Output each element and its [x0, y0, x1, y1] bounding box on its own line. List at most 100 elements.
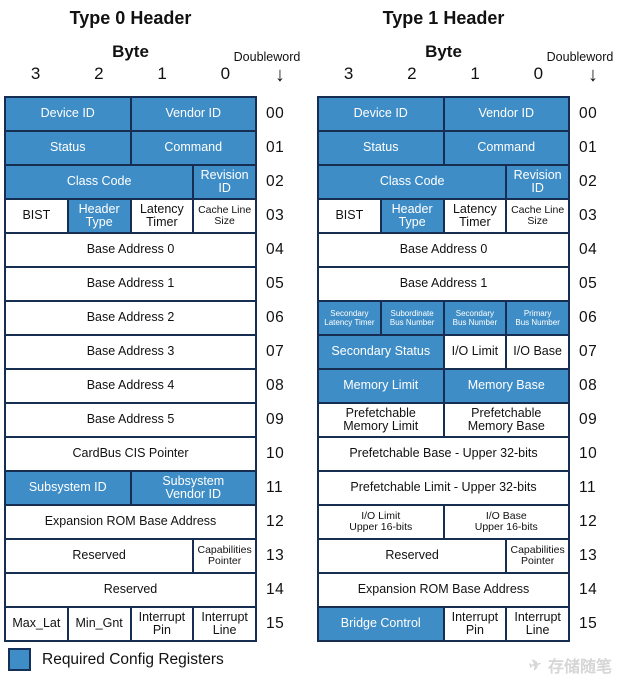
- down-arrow-icon: ↓: [588, 64, 598, 86]
- doubleword-number: 00: [266, 105, 285, 122]
- type0-register-grid: Device ID Vendor ID Status Command Class Cod…: [4, 96, 257, 642]
- doubleword-number: 00: [579, 105, 598, 122]
- doubleword-number: 04: [266, 241, 285, 258]
- register-cell: Header Type: [68, 200, 130, 232]
- doubleword-number: 12: [579, 513, 598, 530]
- doubleword-number: 13: [579, 547, 598, 564]
- register-cell: Min_Gnt: [68, 608, 130, 640]
- register-cell: Base Address 0: [6, 234, 255, 266]
- register-cell: Interrupt Pin: [131, 608, 193, 640]
- register-cell: Revision ID: [194, 166, 255, 198]
- register-cell: Base Address 4: [6, 370, 255, 402]
- register-cell: Device ID: [6, 98, 130, 130]
- register-cell: Base Address 2: [6, 302, 255, 334]
- register-cell: Expansion ROM Base Address: [6, 506, 255, 538]
- register-cell: I/O Base Upper 16-bits: [444, 506, 568, 538]
- register-cell: Command: [131, 132, 255, 164]
- required-config-swatch-icon: [8, 648, 31, 671]
- register-cell: Class Code: [6, 166, 193, 198]
- legend: Required Config Registers: [8, 648, 224, 671]
- register-cell: Max_Lat: [6, 608, 67, 640]
- byte-number-0: 0: [220, 64, 231, 83]
- register-cell: Base Address 1: [319, 268, 568, 300]
- register-cell: Primary Bus Number: [507, 302, 568, 334]
- byte-number-2: 2: [94, 64, 104, 83]
- type1-byte-numbers: 3 2 1 0: [317, 64, 570, 84]
- type1-doubleword-label: Doubleword: [546, 50, 614, 64]
- register-cell: Interrupt Line: [194, 608, 255, 640]
- register-cell: Latency Timer: [444, 200, 506, 232]
- type1-register-grid: Device ID Vendor ID Status Command Class Cod…: [317, 96, 570, 642]
- register-cell: Subordinate Bus Number: [381, 302, 443, 334]
- register-cell: BIST: [319, 200, 380, 232]
- register-cell: Cache Line Size: [507, 200, 568, 232]
- doubleword-number: 09: [266, 411, 285, 428]
- doubleword-number: 15: [266, 615, 285, 632]
- type0-doubleword-column: 00 01 02 03 04 05 06 07 08 09 10 11 12 13 14 15: [266, 96, 300, 642]
- doubleword-number: 08: [266, 377, 285, 394]
- type0-register-table: Device ID Vendor ID Status Command Class Cod…: [4, 96, 300, 642]
- register-cell: Latency Timer: [131, 200, 193, 232]
- register-cell: Reserved: [6, 574, 255, 606]
- byte-number-3: 3: [30, 64, 41, 83]
- register-cell: Vendor ID: [444, 98, 568, 130]
- doubleword-number: 08: [579, 377, 598, 394]
- byte-number-2: 2: [407, 64, 417, 83]
- doubleword-number: 15: [579, 615, 598, 632]
- register-cell: CardBus CIS Pointer: [6, 438, 255, 470]
- watermark: ✈ 存储随笔: [527, 653, 612, 677]
- register-cell: Base Address 1: [6, 268, 255, 300]
- register-cell: Base Address 5: [6, 404, 255, 436]
- type1-byte-label: Byte: [425, 42, 462, 61]
- register-cell: Base Address 3: [6, 336, 255, 368]
- register-cell: Prefetchable Base - Upper 32-bits: [319, 438, 568, 470]
- register-cell: Memory Base: [444, 370, 568, 402]
- doubleword-number: 03: [579, 207, 598, 224]
- type0-doubleword-label: Doubleword: [233, 50, 301, 64]
- byte-number-1: 1: [470, 64, 480, 83]
- register-cell: Prefetchable Memory Base: [444, 404, 568, 436]
- register-cell: Secondary Latency Timer: [319, 302, 380, 334]
- paper-plane-icon: ✈: [527, 655, 544, 676]
- register-cell: Subsystem Vendor ID: [131, 472, 255, 504]
- register-cell: Class Code: [319, 166, 506, 198]
- register-cell: Prefetchable Memory Limit: [319, 404, 443, 436]
- register-cell: I/O Limit Upper 16-bits: [319, 506, 443, 538]
- register-cell: Command: [444, 132, 568, 164]
- doubleword-number: 03: [266, 207, 285, 224]
- register-cell: Status: [6, 132, 130, 164]
- register-cell: Vendor ID: [131, 98, 255, 130]
- doubleword-number: 13: [266, 547, 285, 564]
- doubleword-number: 11: [579, 479, 597, 496]
- register-cell: Revision ID: [507, 166, 568, 198]
- register-cell: Status: [319, 132, 443, 164]
- register-cell: BIST: [6, 200, 67, 232]
- register-cell: Capabilities Pointer: [194, 540, 255, 572]
- doubleword-number: 06: [266, 309, 285, 326]
- doubleword-number: 10: [266, 445, 285, 462]
- register-cell: Prefetchable Limit - Upper 32-bits: [319, 472, 568, 504]
- byte-number-1: 1: [157, 64, 167, 83]
- register-cell: Secondary Status: [319, 336, 443, 368]
- doubleword-number: 04: [579, 241, 598, 258]
- register-cell: Interrupt Line: [507, 608, 568, 640]
- doubleword-number: 12: [266, 513, 285, 530]
- byte-number-0: 0: [533, 64, 544, 83]
- type1-register-table: Device ID Vendor ID Status Command Class Cod…: [317, 96, 613, 642]
- doubleword-number: 02: [266, 173, 285, 190]
- doubleword-number: 09: [579, 411, 598, 428]
- register-cell: Header Type: [381, 200, 443, 232]
- byte-number-3: 3: [343, 64, 354, 83]
- doubleword-number: 14: [266, 581, 285, 598]
- register-cell: Capabilities Pointer: [507, 540, 568, 572]
- doubleword-number: 07: [266, 343, 285, 360]
- register-cell: Secondary Bus Number: [444, 302, 506, 334]
- register-cell: Reserved: [319, 540, 506, 572]
- register-cell: Bridge Control: [319, 608, 443, 640]
- doubleword-number: 14: [579, 581, 598, 598]
- watermark-text: 存储随笔: [547, 659, 612, 676]
- type1-title: Type 1 Header: [382, 8, 505, 28]
- down-arrow-icon: ↓: [275, 64, 285, 86]
- doubleword-number: 05: [579, 275, 598, 292]
